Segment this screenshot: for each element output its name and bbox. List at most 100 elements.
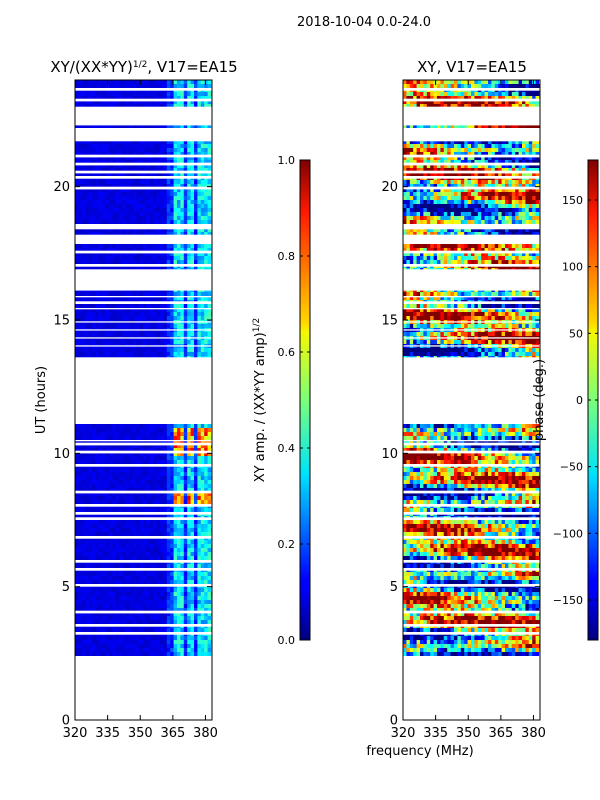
- heatmap-cell: [207, 472, 212, 477]
- heatmap-cell: [180, 212, 185, 217]
- heatmap-cell: [119, 168, 123, 173]
- heatmap-cell: [200, 332, 205, 337]
- heatmap-cell: [115, 160, 120, 165]
- heatmap-cell: [187, 548, 191, 553]
- heatmap-cell: [105, 156, 110, 161]
- heatmap-cell: [153, 124, 157, 129]
- heatmap-cell: [75, 316, 79, 321]
- heatmap-cell: [173, 468, 178, 473]
- heatmap-cell: [146, 324, 151, 329]
- heatmap-cell: [95, 528, 100, 533]
- heatmap-cell: [170, 172, 174, 177]
- heatmap-cell: [109, 508, 113, 513]
- heatmap-cell: [149, 468, 154, 473]
- heatmap-cell: [163, 84, 168, 89]
- heatmap-cell: [146, 80, 151, 85]
- heatmap-cell: [204, 180, 208, 185]
- heatmap-cell: [204, 188, 208, 193]
- heatmap-cell: [143, 556, 147, 561]
- heatmap-cell: [143, 524, 147, 529]
- heatmap-cell: [177, 204, 181, 209]
- heatmap-cell: [190, 212, 195, 217]
- heatmap-cell: [95, 80, 100, 85]
- heatmap-cell: [132, 180, 137, 185]
- heatmap-cell: [180, 140, 185, 145]
- heatmap-cell: [180, 348, 185, 353]
- heatmap-cell: [197, 296, 202, 301]
- heatmap-cell: [177, 208, 181, 213]
- heatmap-cell: [85, 184, 89, 189]
- heatmap-cell: [177, 140, 181, 145]
- heatmap-cell: [143, 468, 147, 473]
- heatmap-cell: [139, 192, 144, 197]
- heatmap-cell: [95, 296, 100, 301]
- heatmap-cell: [183, 248, 188, 253]
- heatmap-cell: [149, 244, 154, 249]
- heatmap-cell: [92, 248, 96, 253]
- heatmap-cell: [102, 124, 106, 129]
- heatmap-cell: [119, 232, 123, 237]
- heatmap-cell: [187, 304, 191, 309]
- heatmap-cell: [75, 124, 79, 129]
- heatmap-cell: [92, 468, 96, 473]
- heatmap-cell: [200, 552, 205, 557]
- heatmap-cell: [81, 144, 86, 149]
- heatmap-cell: [115, 220, 120, 225]
- heatmap-cell: [78, 532, 83, 537]
- heatmap-cell: [75, 232, 79, 237]
- heatmap-cell: [132, 204, 137, 209]
- heatmap-cell: [143, 332, 147, 337]
- heatmap-cell: [187, 296, 191, 301]
- heatmap-cell: [139, 164, 144, 169]
- heatmap-cell: [187, 212, 191, 217]
- heatmap-cell: [190, 352, 195, 357]
- heatmap-cell: [78, 492, 83, 497]
- heatmap-cell: [126, 544, 130, 549]
- heatmap-cell: [102, 84, 106, 89]
- heatmap-cell: [197, 520, 202, 525]
- heatmap-cell: [200, 540, 205, 545]
- heatmap-cell: [170, 460, 174, 465]
- heatmap-cell: [200, 308, 205, 313]
- heatmap-cell: [112, 188, 117, 193]
- heatmap-cell: [163, 80, 168, 85]
- heatmap-cell: [92, 532, 96, 537]
- heatmap-cell: [204, 172, 208, 177]
- heatmap-cell: [177, 212, 181, 217]
- heatmap-cell: [112, 552, 117, 557]
- heatmap-cell: [129, 552, 134, 557]
- heatmap-cell: [160, 192, 164, 197]
- heatmap-cell: [119, 260, 123, 265]
- heatmap-cell: [139, 540, 144, 545]
- heatmap-cell: [98, 148, 103, 153]
- heatmap-cell: [75, 244, 79, 249]
- heatmap-cell: [78, 472, 83, 477]
- heatmap-cell: [112, 172, 117, 177]
- heatmap-cell: [78, 232, 83, 237]
- heatmap-cell: [190, 332, 195, 337]
- heatmap-cell: [129, 528, 134, 533]
- heatmap-cell: [75, 480, 79, 485]
- heatmap-cell: [177, 124, 181, 129]
- heatmap-cell: [136, 160, 140, 165]
- heatmap-cell: [204, 544, 208, 549]
- heatmap-cell: [139, 148, 144, 153]
- heatmap-cell: [197, 312, 202, 317]
- heatmap-cell: [92, 500, 96, 505]
- heatmap-cell: [153, 496, 157, 501]
- heatmap-cell: [78, 220, 83, 225]
- heatmap-cell: [132, 232, 137, 237]
- heatmap-cell: [88, 168, 93, 173]
- heatmap-cell: [92, 96, 96, 101]
- heatmap-cell: [194, 256, 198, 261]
- heatmap-cell: [95, 552, 100, 557]
- heatmap-cell: [136, 296, 140, 301]
- heatmap-cell: [163, 260, 168, 265]
- heatmap-cell: [122, 332, 127, 337]
- heatmap-cell: [197, 200, 202, 205]
- heatmap-cell: [105, 480, 110, 485]
- heatmap-cell: [197, 220, 202, 225]
- heatmap-cell: [183, 484, 188, 489]
- heatmap-cell: [160, 200, 164, 205]
- heatmap-cell: [149, 556, 154, 561]
